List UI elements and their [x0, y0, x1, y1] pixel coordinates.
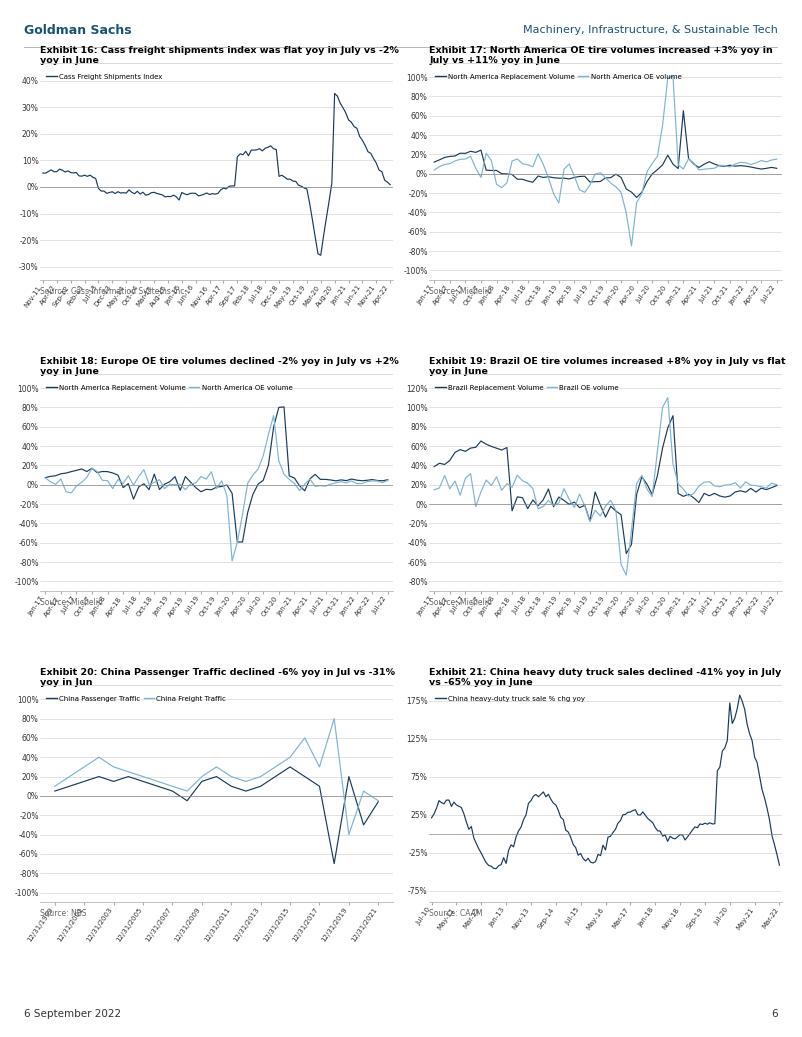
Text: Source: Michelin: Source: Michelin — [429, 598, 492, 607]
Legend: North America Replacement Volume, North America OE volume: North America Replacement Volume, North … — [432, 71, 684, 82]
Text: Exhibit 19: Brazil OE tire volumes increased +8% yoy in July vs flat
yoy in June: Exhibit 19: Brazil OE tire volumes incre… — [429, 357, 786, 376]
Text: Source: CAAM: Source: CAAM — [429, 909, 483, 918]
Text: Source: Michelin: Source: Michelin — [40, 598, 103, 607]
Text: Exhibit 16: Cass freight shipments index was flat yoy in July vs -2%
yoy in June: Exhibit 16: Cass freight shipments index… — [40, 46, 399, 65]
Legend: Brazil Replacement Volume, Brazil OE volume: Brazil Replacement Volume, Brazil OE vol… — [432, 382, 622, 393]
Text: Goldman Sachs: Goldman Sachs — [24, 24, 132, 36]
Text: Exhibit 17: North America OE tire volumes increased +3% yoy in
July vs +11% yoy : Exhibit 17: North America OE tire volume… — [429, 46, 773, 65]
Legend: Cass Freight Shipments Index: Cass Freight Shipments Index — [43, 71, 165, 82]
Legend: China Passenger Traffic, China Freight Traffic: China Passenger Traffic, China Freight T… — [43, 693, 229, 704]
Legend: North America Replacement Volume, North America OE volume: North America Replacement Volume, North … — [43, 382, 295, 393]
Text: Exhibit 18: Europe OE tire volumes declined -2% yoy in July vs +2%
yoy in June: Exhibit 18: Europe OE tire volumes decli… — [40, 357, 399, 376]
Text: Source: Michelin: Source: Michelin — [429, 287, 492, 296]
Text: Machinery, Infrastructure, & Sustainable Tech: Machinery, Infrastructure, & Sustainable… — [523, 25, 778, 35]
Text: Exhibit 21: China heavy duty truck sales declined -41% yoy in July
vs -65% yoy i: Exhibit 21: China heavy duty truck sales… — [429, 668, 781, 688]
Text: 6: 6 — [772, 1009, 778, 1018]
Text: Source: NBS: Source: NBS — [40, 909, 87, 918]
Legend: China heavy-duty truck sale % chg yoy: China heavy-duty truck sale % chg yoy — [432, 693, 588, 704]
Text: 6 September 2022: 6 September 2022 — [24, 1009, 121, 1018]
Text: Source: Cass Information Systems Inc.: Source: Cass Information Systems Inc. — [40, 287, 187, 296]
Text: Exhibit 20: China Passenger Traffic declined -6% yoy in Jul vs -31%
yoy in Jun: Exhibit 20: China Passenger Traffic decl… — [40, 668, 395, 688]
